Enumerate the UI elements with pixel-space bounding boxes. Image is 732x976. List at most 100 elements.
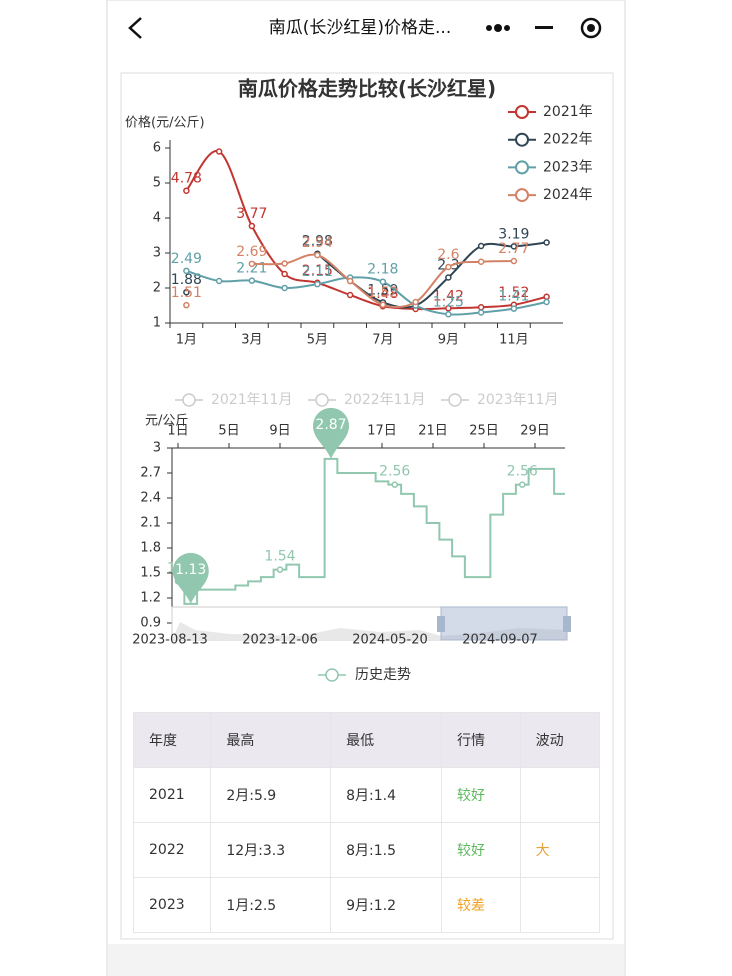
chart-title: 南瓜价格走势比较(长沙红星) [238, 77, 496, 101]
column-header: 行情 [440, 712, 521, 768]
data-label: 2.56 [507, 464, 538, 480]
y-tick-label: 2 [153, 281, 161, 296]
data-point [281, 270, 288, 278]
x-tick-label: 5日 [218, 424, 239, 439]
data-label: 1.51 [171, 285, 202, 301]
table-cell: 大 [519, 822, 601, 878]
table-row: 2022 12月:3.3 8月:1.5 较好大 [132, 822, 601, 878]
y-tick-label: 2.7 [140, 466, 161, 481]
data-point [445, 305, 452, 312]
data-point [248, 277, 256, 284]
y-tick-label: 0.9 [140, 616, 161, 631]
table-cell: 较差 [440, 877, 521, 933]
legend-label: 2023年11月 [477, 392, 558, 408]
data-label: 2.6 [437, 247, 459, 263]
data-label: 3.77 [236, 206, 267, 222]
series-line [178, 457, 565, 605]
table-cell: 8月:1.5 [330, 822, 442, 878]
zoom-handle[interactable] [437, 616, 445, 632]
data-point [543, 293, 550, 300]
data-point [391, 481, 398, 488]
x-tick-label: 5月 [307, 333, 328, 348]
data-point [519, 481, 526, 488]
data-label: 1.54 [264, 549, 295, 565]
legend-label: 2023年 [543, 159, 593, 175]
data-point [379, 301, 387, 309]
data-point [445, 311, 452, 318]
legend-label: 2024年 [543, 187, 593, 203]
data-label: 4.78 [171, 171, 202, 187]
data-point [276, 566, 284, 573]
x-tick-label: 29日 [520, 424, 550, 439]
data-label: 1.41 [498, 289, 529, 305]
y-tick-label: 5 [153, 176, 161, 191]
data-point [314, 251, 321, 259]
data-label: 2.11 [302, 264, 333, 280]
zoom-label: 2023-12-06 [242, 633, 318, 648]
table-cell [519, 767, 601, 823]
legend-icon [515, 132, 529, 147]
zoom-preview [172, 622, 567, 640]
data-point [248, 260, 256, 268]
x-tick-label: 9月 [438, 333, 459, 348]
data-label: 2.98 [302, 234, 333, 250]
table-cell: 2023 [132, 877, 212, 933]
column-header: 年度 [132, 712, 212, 768]
data-point [477, 304, 485, 311]
x-tick-label: 25日 [469, 424, 499, 439]
data-point [477, 242, 485, 250]
x-tick-label: 9日 [269, 424, 290, 439]
table-cell: 1月:2.5 [210, 877, 332, 933]
y-tick-label: 1.8 [140, 541, 161, 556]
x-tick-label: 21日 [418, 424, 448, 439]
zoom-label: 2024-05-20 [352, 633, 428, 648]
y-tick-label: 6 [153, 141, 161, 156]
minimize-button[interactable] [535, 26, 553, 29]
data-point [543, 298, 550, 306]
legend-label: 2021年 [543, 104, 593, 120]
data-label: 1.25 [433, 294, 464, 310]
back-button[interactable] [128, 17, 142, 39]
table-cell: 较好 [440, 767, 521, 823]
zoom-handle[interactable] [563, 616, 571, 632]
table-cell: 8月:1.4 [330, 767, 442, 823]
y-tick-label: 3 [153, 441, 161, 456]
x-tick-label: 11月 [499, 333, 529, 348]
data-label: 2.49 [171, 251, 202, 267]
data-point [477, 258, 485, 265]
column-header: 最低 [330, 712, 442, 768]
data-point [248, 222, 256, 230]
y-axis-label: 元/公斤 [145, 414, 188, 429]
x-tick-label: 7月 [372, 333, 393, 348]
data-label: 2.94 [302, 235, 333, 251]
x-tick-label: 1月 [176, 333, 197, 348]
data-point [445, 263, 452, 271]
y-tick-label: 2.4 [140, 491, 161, 506]
data-point [477, 309, 485, 316]
data-point [183, 267, 190, 275]
y-tick-label: 1.5 [140, 566, 161, 581]
marker-pin [313, 407, 349, 459]
more-button[interactable] [486, 24, 510, 32]
table-cell: 较好 [440, 822, 521, 878]
data-point [346, 291, 354, 299]
y-tick-label: 3 [153, 246, 161, 261]
data-point [412, 298, 419, 306]
y-axis-label: 价格(元/公斤) [125, 115, 205, 131]
data-label: 1.52 [498, 285, 529, 301]
legend-label: 历史走势 [355, 667, 411, 683]
legend-label: 2022年 [543, 132, 593, 148]
legend-icon [515, 160, 529, 175]
data-point [543, 239, 550, 246]
data-label: 3.19 [498, 226, 529, 242]
close-button[interactable] [580, 17, 602, 39]
table-cell: 2月:5.9 [210, 767, 332, 823]
data-label: 1.42 [433, 288, 464, 304]
table-cell: 2021 [132, 767, 212, 823]
data-point [281, 260, 288, 267]
y-tick-label: 1 [153, 316, 161, 331]
legend-icon [325, 668, 339, 682]
data-label: 2.77 [498, 241, 529, 257]
legend-icon [448, 393, 462, 407]
